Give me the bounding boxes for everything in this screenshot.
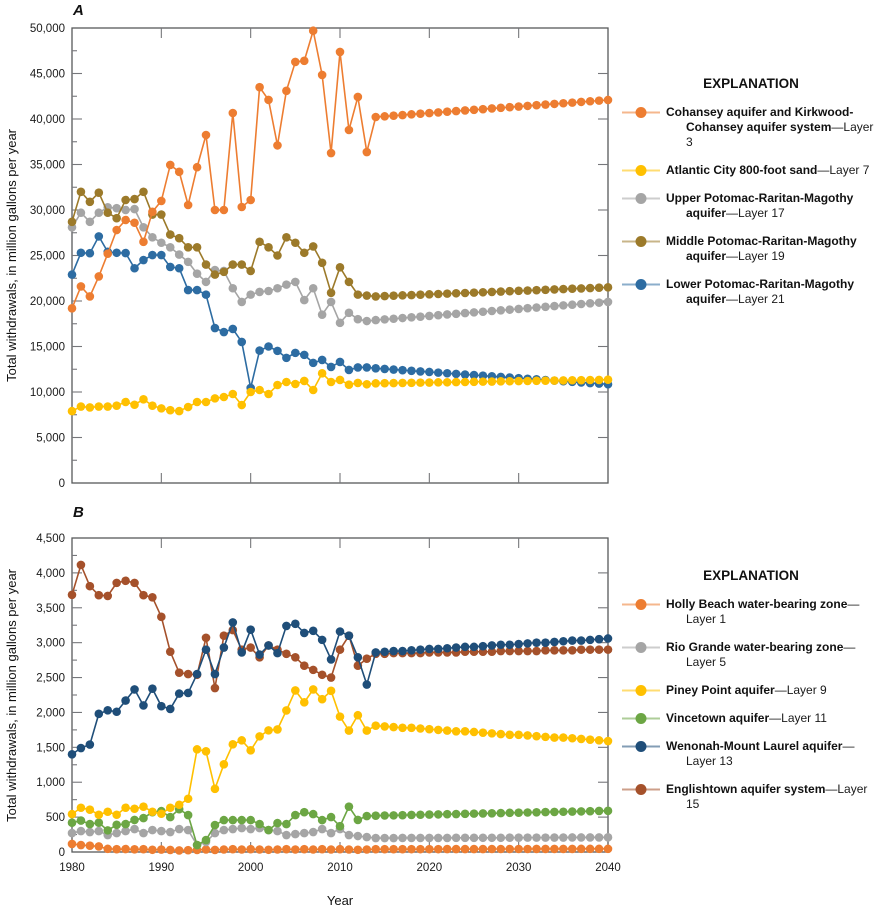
legend-item-label: Piney Point aquifer—Layer 9 <box>666 683 827 697</box>
series-line-layer-15 <box>71 562 608 689</box>
series-line-layer-9 <box>71 688 609 816</box>
y-tick-label: 45,000 <box>30 69 65 81</box>
series-markers-layer-11 <box>67 802 613 850</box>
y-tick-label: 1,500 <box>36 742 65 754</box>
y-tick-label: 5,000 <box>36 433 65 445</box>
x-axis-title: Year <box>326 893 354 908</box>
plot-frame <box>71 537 609 853</box>
legend-item-layer-13: Wenonah-Mount Laurel aquifer—Layer 13 <box>622 739 880 769</box>
panel-b-y-axis-title: Total withdrawals, in million gallons pe… <box>2 538 20 852</box>
series-markers-layer-9 <box>67 685 613 820</box>
panel-a-plot: 0 5,000 10,000 15,000 20,000 25,000 30,000 35,0… <box>30 23 613 490</box>
y-tick-label: 2,500 <box>36 673 65 685</box>
legend-item-layer-1: Holly Beach water-bearing zone—Layer 1 <box>622 597 880 627</box>
panel-a-legend-title: EXPLANATION <box>703 76 799 91</box>
y-tick-label: 0 <box>59 847 65 859</box>
legend-item-label: Englishtown aquifer system—Layer 15 <box>666 782 868 811</box>
legend-item-layer-19: Middle Potomac-Raritan-Magothy aquifer—L… <box>622 234 880 264</box>
panel-b-legend-items: Holly Beach water-bearing zone—Layer 1 Ri… <box>622 597 880 812</box>
x-tick-label: 2020 <box>417 862 443 874</box>
legend-swatch-icon <box>622 279 660 290</box>
legend-swatch-icon <box>622 642 660 653</box>
panel-a-legend: EXPLANATION Cohansey aquifer and Kirkwoo… <box>622 76 880 320</box>
series-markers-layer-17 <box>67 202 613 328</box>
x-tick-label: 2040 <box>595 862 621 874</box>
legend-swatch-icon <box>622 713 660 724</box>
series-markers-layer-3 <box>67 26 613 313</box>
y-tick-label: 0 <box>59 478 65 490</box>
legend-item-layer-11: Vincetown aquifer—Layer 11 <box>622 711 880 726</box>
y-tick-label: 500 <box>46 812 65 824</box>
series-markers-layer-19 <box>67 187 613 301</box>
legend-swatch-icon <box>622 107 660 118</box>
y-tick-label: 40,000 <box>30 114 65 126</box>
panel-b-legend: EXPLANATION Holly Beach water-bearing zo… <box>622 568 880 825</box>
legend-item-label: Rio Grande water-bearing zone—Layer 5 <box>666 640 856 669</box>
legend-item-layer-7: Atlantic City 800-foot sand—Layer 7 <box>622 163 880 178</box>
legend-item-layer-5: Rio Grande water-bearing zone—Layer 5 <box>622 640 880 670</box>
legend-swatch-icon <box>622 236 660 247</box>
y-tick-label: 3,000 <box>36 638 65 650</box>
series-markers-layer-1 <box>67 839 613 855</box>
x-tick-label: 2030 <box>506 862 532 874</box>
legend-swatch-icon <box>622 784 660 795</box>
y-tick-label: 50,000 <box>30 23 65 35</box>
y-tick-label: 15,000 <box>30 342 65 354</box>
y-tick-label: 30,000 <box>30 205 65 217</box>
series-markers-layer-15 <box>67 560 613 693</box>
y-tick-label: 4,000 <box>36 568 65 580</box>
panel-a-legend-items: Cohansey aquifer and Kirkwood-Cohansey a… <box>622 105 880 307</box>
legend-item-label: Holly Beach water-bearing zone—Layer 1 <box>666 597 860 626</box>
panel-b-legend-title: EXPLANATION <box>703 568 799 583</box>
y-tick-label: 10,000 <box>30 387 65 399</box>
panel-b-y-axis-title-text: Total withdrawals, in million gallons pe… <box>3 568 19 822</box>
legend-item-label: Wenonah-Mount Laurel aquifer—Layer 13 <box>666 739 855 768</box>
y-tick-label: 20,000 <box>30 296 65 308</box>
series-markers-layer-7 <box>67 369 613 416</box>
panel-a-y-axis-title: Total withdrawals, in million gallons pe… <box>2 28 20 483</box>
x-tick-label: 1980 <box>59 862 85 874</box>
x-tick-label: 2010 <box>327 862 353 874</box>
y-tick-label: 35,000 <box>30 160 65 172</box>
legend-swatch-icon <box>622 741 660 752</box>
legend-item-label: Vincetown aquifer—Layer 11 <box>666 711 827 725</box>
panel-a-y-axis-title-text: Total withdrawals, in million gallons pe… <box>3 129 19 382</box>
legend-swatch-icon <box>622 599 660 610</box>
legend-swatch-icon <box>622 193 660 204</box>
legend-item-label: Upper Potomac-Raritan-Magothy aquifer—La… <box>666 191 854 220</box>
legend-item-layer-21: Lower Potomac-Raritan-Magothy aquifer—La… <box>622 277 880 307</box>
x-tick-label: 1990 <box>149 862 175 874</box>
legend-swatch-icon <box>622 165 660 176</box>
y-tick-label: 1,000 <box>36 777 65 789</box>
legend-item-label: Cohansey aquifer and Kirkwood-Cohansey a… <box>666 105 874 149</box>
x-tick-label: 2000 <box>238 862 264 874</box>
y-tick-label: 4,500 <box>36 533 65 545</box>
y-tick-label: 25,000 <box>30 251 65 263</box>
legend-item-label: Lower Potomac-Raritan-Magothy aquifer—La… <box>666 277 855 306</box>
legend-swatch-icon <box>622 685 660 696</box>
panel-b-letter: B <box>73 504 84 521</box>
legend-item-label: Middle Potomac-Raritan-Magothy aquifer—L… <box>666 234 857 263</box>
legend-item-layer-3: Cohansey aquifer and Kirkwood-Cohansey a… <box>622 105 880 150</box>
legend-item-layer-15: Englishtown aquifer system—Layer 15 <box>622 782 880 812</box>
y-tick-label: 3,500 <box>36 603 65 615</box>
series-markers-layer-21 <box>67 232 613 393</box>
panel-a-letter: A <box>73 2 84 19</box>
legend-item-label: Atlantic City 800-foot sand—Layer 7 <box>666 163 870 177</box>
y-tick-label: 2,000 <box>36 707 65 719</box>
legend-item-layer-9: Piney Point aquifer—Layer 9 <box>622 683 880 698</box>
series-markers-layer-13 <box>67 618 613 759</box>
series-line-layer-19 <box>71 190 609 298</box>
legend-item-layer-17: Upper Potomac-Raritan-Magothy aquifer—La… <box>622 191 880 221</box>
panel-b-plot: 0 500 1,000 1,500 2,000 2,500 3,000 3,500 4,000 4… <box>36 533 621 874</box>
